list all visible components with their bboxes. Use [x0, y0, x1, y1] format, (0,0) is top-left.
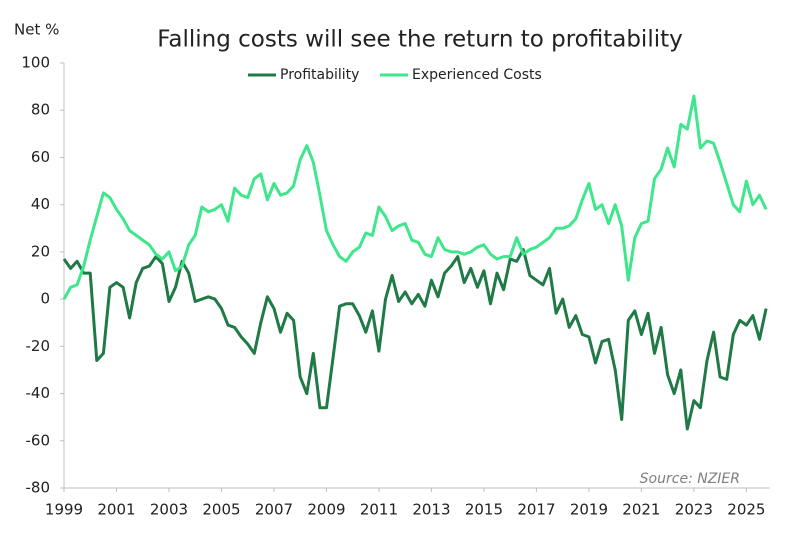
y-tick-label: -80 — [26, 479, 51, 497]
x-tick-label: 2007 — [255, 501, 293, 519]
y-tick-label: 20 — [31, 242, 50, 260]
x-tick-label: 2019 — [570, 501, 608, 519]
x-tick-label: 2023 — [675, 501, 713, 519]
x-tick-label: 2013 — [412, 501, 450, 519]
source-note: Source: NZIER — [640, 471, 740, 487]
y-axis-label: Net % — [14, 21, 59, 39]
y-tick-label: 100 — [21, 54, 50, 72]
x-tick-label: 1999 — [45, 501, 83, 519]
legend-label: Experienced Costs — [412, 67, 542, 83]
y-tick-label: 0 — [40, 290, 50, 308]
x-tick-label: 2011 — [360, 501, 398, 519]
y-tick-label: -60 — [26, 431, 51, 449]
x-tick-label: 2021 — [622, 501, 660, 519]
x-tick-label: 2015 — [465, 501, 503, 519]
y-tick-label: -40 — [26, 384, 51, 402]
legend-label: Profitability — [280, 67, 359, 83]
x-tick-label: 2009 — [307, 501, 345, 519]
x-tick-label: 2005 — [202, 501, 240, 519]
y-tick-label: -20 — [26, 337, 51, 355]
x-tick-label: 2017 — [517, 501, 555, 519]
x-tick-label: 2025 — [727, 501, 765, 519]
y-tick-label: 40 — [31, 195, 50, 213]
y-tick-label: 80 — [31, 101, 50, 119]
series-line — [62, 94, 768, 300]
x-tick-label: 2001 — [97, 501, 135, 519]
x-tick-label: 2003 — [150, 501, 188, 519]
series-line — [62, 248, 768, 431]
chart-title: Falling costs will see the return to pro… — [157, 27, 683, 53]
y-tick-label: 60 — [31, 148, 50, 166]
